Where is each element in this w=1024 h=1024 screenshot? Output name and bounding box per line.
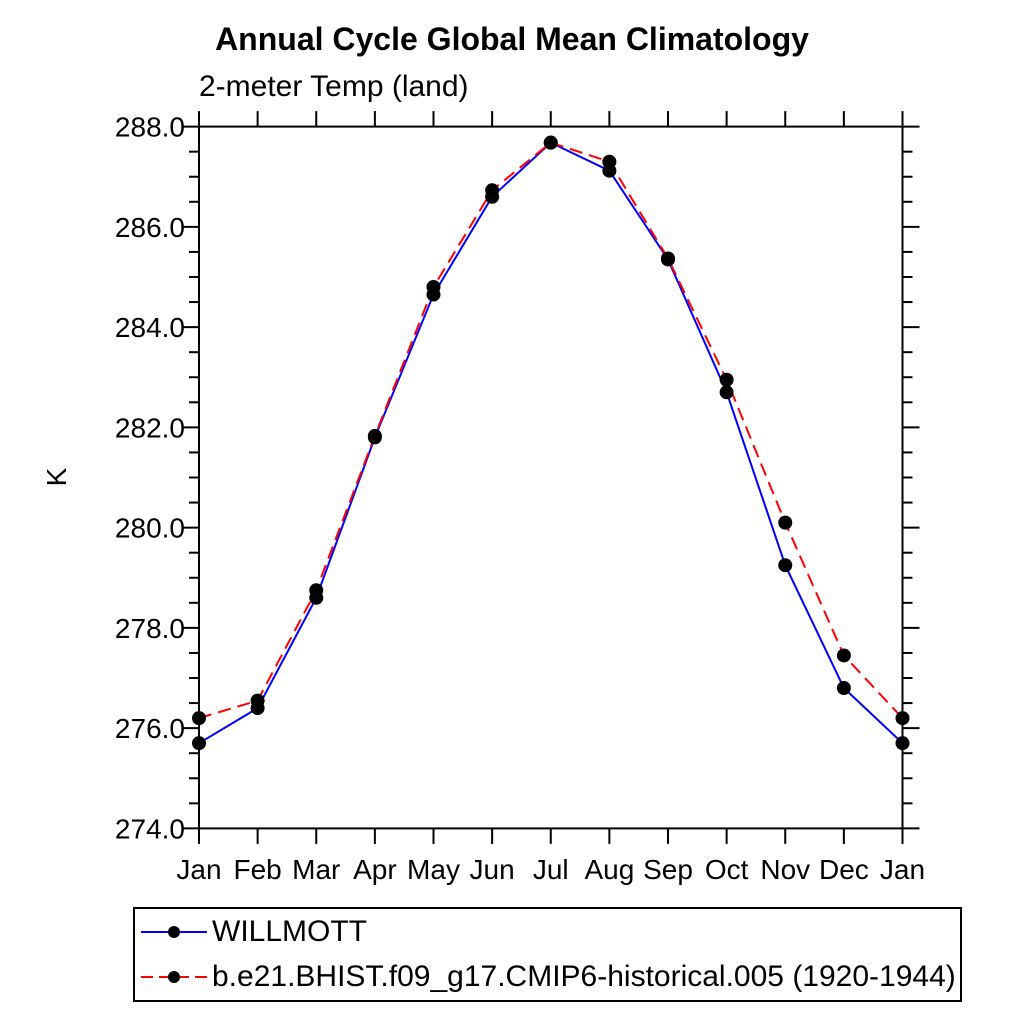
- x-tick-label: Nov: [760, 854, 810, 885]
- chart-title: Annual Cycle Global Mean Climatology: [215, 21, 809, 57]
- y-tick-label: 288.0: [115, 112, 185, 143]
- x-tick-label: Apr: [353, 854, 397, 885]
- legend-sample-dashed: [141, 971, 207, 984]
- data-point-marker: [719, 385, 734, 400]
- series-line-0: [198, 141, 904, 745]
- y-tick-label: 282.0: [115, 412, 185, 443]
- legend-sample-marker: [168, 971, 180, 984]
- series-line-1: [198, 141, 904, 720]
- data-point-marker: [426, 280, 441, 295]
- legend-sample-solid: [141, 925, 207, 938]
- data-point-marker: [192, 736, 206, 751]
- legend-label-model: b.e21.BHIST.f09_g17.CMIP6-historical.005…: [212, 960, 956, 994]
- x-tick-label: Jul: [533, 854, 569, 885]
- data-point-marker: [485, 183, 500, 198]
- x-tick-label: Sep: [643, 854, 693, 885]
- x-tick-label: Feb: [234, 854, 282, 885]
- y-tick-label: 286.0: [115, 212, 185, 243]
- data-point-marker: [309, 583, 324, 598]
- x-tick-label: Dec: [819, 854, 869, 885]
- x-tick-label: Mar: [292, 854, 340, 885]
- x-tick-label: Aug: [584, 854, 634, 885]
- data-point-marker: [719, 372, 734, 387]
- legend-label-willmott: WILLMOTT: [212, 914, 367, 948]
- legend: WILLMOTT b.e21.BHIST.f09_g17.CMIP6-histo…: [133, 907, 962, 1002]
- y-tick-label: 274.0: [115, 813, 185, 844]
- data-point-marker: [895, 736, 910, 751]
- y-tick-label: 278.0: [115, 613, 185, 644]
- y-tick-label: 276.0: [115, 713, 185, 744]
- plot-frame: [198, 125, 904, 830]
- x-tick-label: Jun: [470, 854, 515, 885]
- x-tick-label: Jan: [880, 854, 925, 885]
- x-tick-label: May: [407, 854, 460, 885]
- legend-sample-marker: [168, 925, 180, 938]
- data-point-marker: [192, 711, 206, 726]
- x-tick-label: Jan: [176, 854, 221, 885]
- data-point-marker: [602, 154, 617, 169]
- data-point-marker: [836, 648, 851, 663]
- chart-subtitle: 2-meter Temp (land): [199, 70, 469, 103]
- data-point-marker: [367, 428, 382, 443]
- data-point-marker: [543, 135, 558, 150]
- y-tick-label: 284.0: [115, 312, 185, 343]
- data-point-marker: [250, 693, 265, 708]
- y-axis-label: K: [41, 467, 72, 486]
- data-point-marker: [778, 515, 793, 530]
- data-point-marker: [778, 558, 793, 573]
- data-point-marker: [836, 681, 851, 696]
- x-tick-label: Oct: [705, 854, 749, 885]
- data-point-marker: [895, 711, 910, 726]
- legend-item-model: b.e21.BHIST.f09_g17.CMIP6-historical.005…: [135, 955, 960, 1001]
- data-point-marker: [661, 251, 675, 266]
- y-tick-label: 280.0: [115, 513, 185, 544]
- legend-item-willmott: WILLMOTT: [135, 909, 960, 955]
